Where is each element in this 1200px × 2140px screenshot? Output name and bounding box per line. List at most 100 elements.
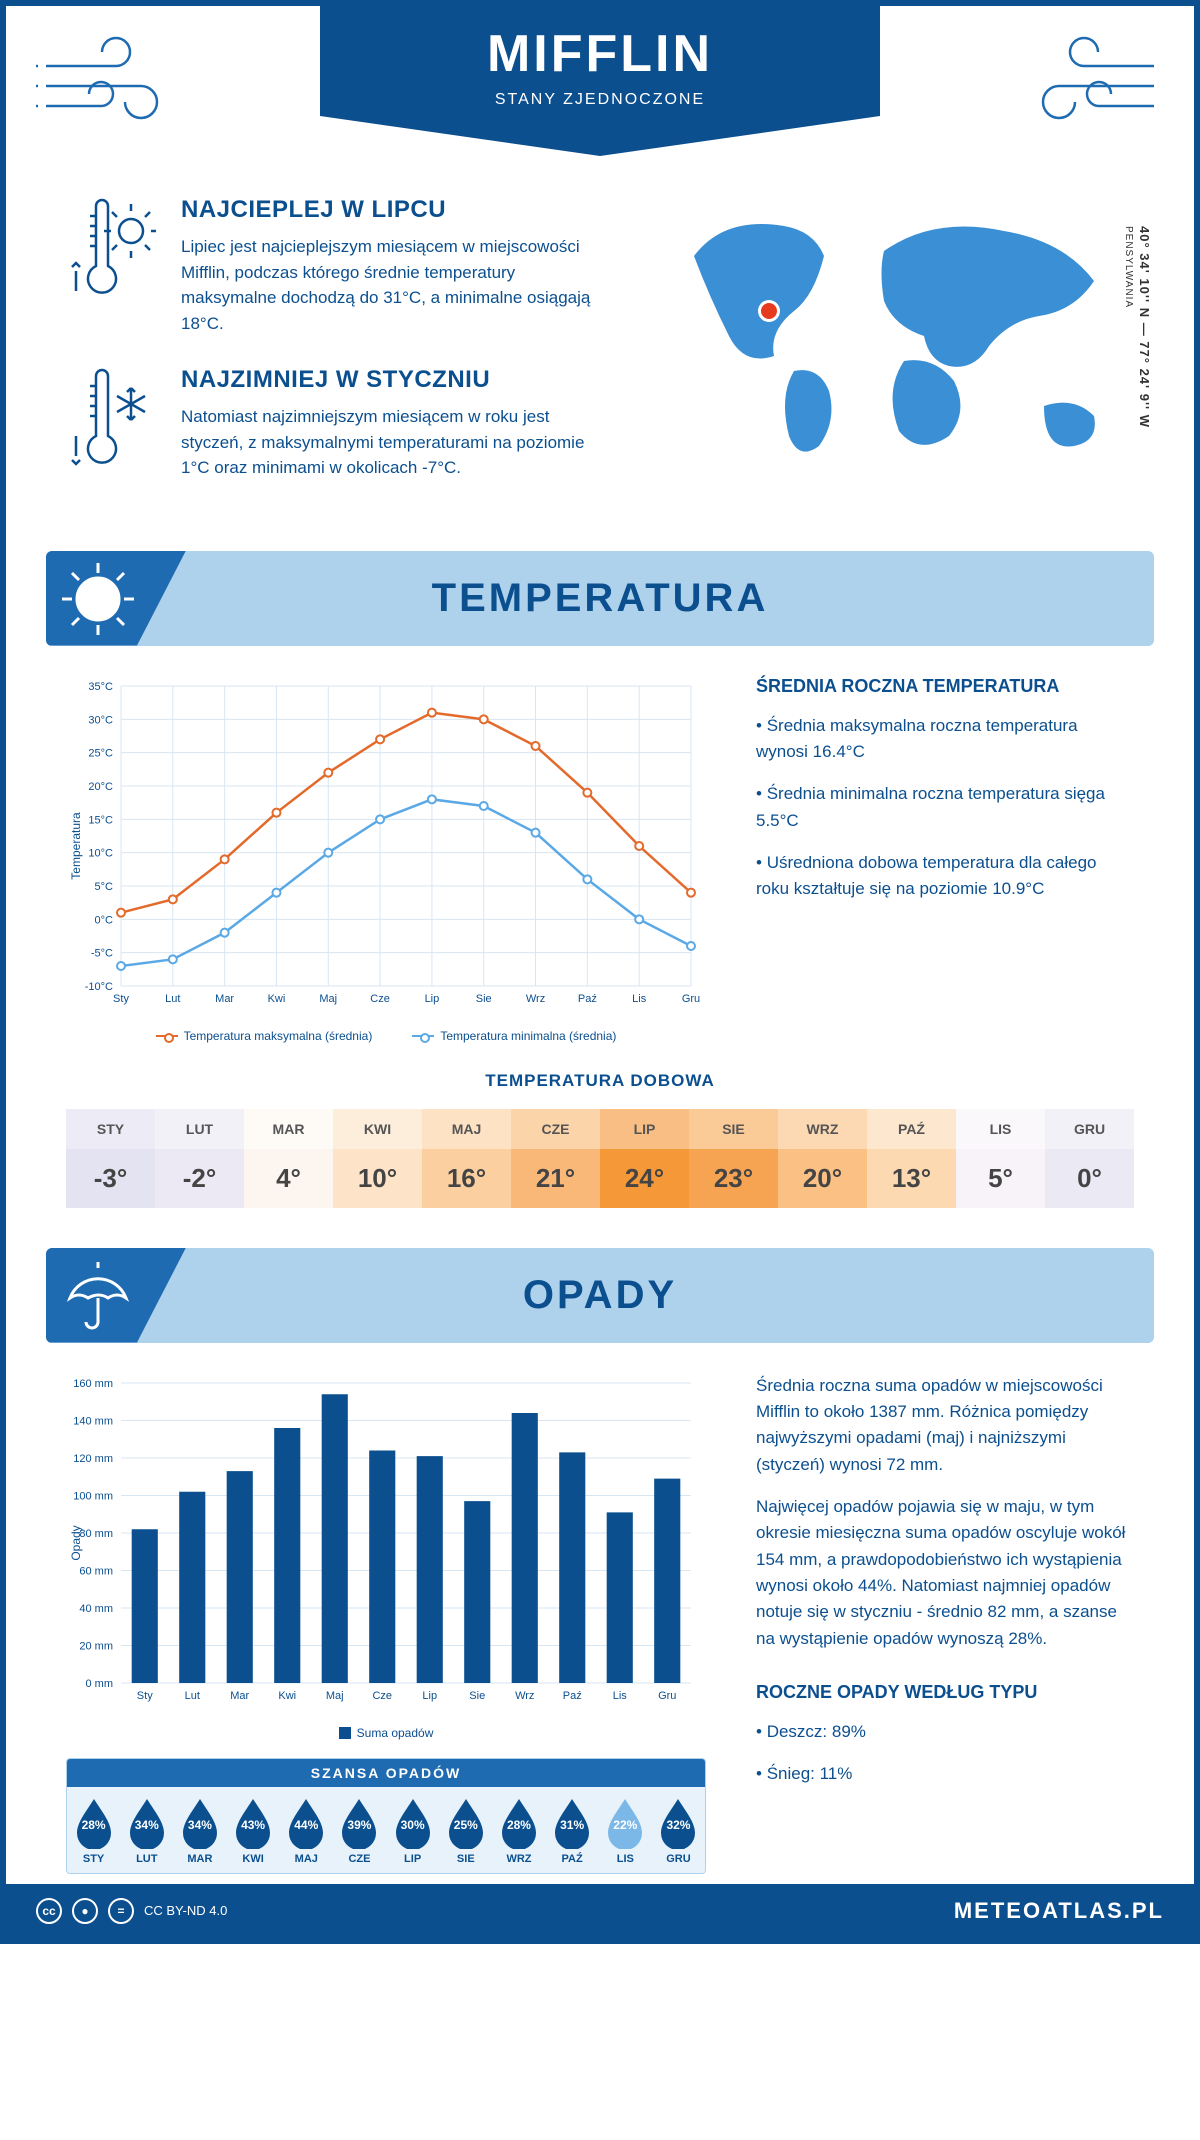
precip-chart-row: 0 mm20 mm40 mm60 mm80 mm100 mm120 mm140 … xyxy=(6,1373,1194,1884)
license-text: CC BY-ND 4.0 xyxy=(144,1903,227,1918)
svg-text:20°C: 20°C xyxy=(88,781,113,793)
svg-text:Maj: Maj xyxy=(326,1690,344,1702)
svg-text:80 mm: 80 mm xyxy=(79,1528,113,1540)
svg-text:Lis: Lis xyxy=(632,993,647,1005)
daily-temp-cell: WRZ20° xyxy=(778,1109,867,1208)
page-title: MIFFLIN xyxy=(6,24,1194,84)
daily-temp-cell: STY-3° xyxy=(66,1109,155,1208)
svg-text:20 mm: 20 mm xyxy=(79,1640,113,1652)
temperature-summary: ŚREDNIA ROCZNA TEMPERATURA Średnia maksy… xyxy=(756,676,1134,1043)
map-coords: 40° 34' 10'' N — 77° 24' 9'' W xyxy=(1137,226,1152,428)
chance-title: SZANSA OPADÓW xyxy=(67,1759,705,1787)
chance-panel: SZANSA OPADÓW 28%STY34%LUT34%MAR43%KWI44… xyxy=(66,1758,706,1874)
fact-coldest: NAJZIMNIEJ W STYCZNIU Natomiast najzimni… xyxy=(66,366,614,481)
precip-bar-chart: 0 mm20 mm40 mm60 mm80 mm100 mm120 mm140 … xyxy=(66,1373,706,1713)
svg-text:5°C: 5°C xyxy=(95,881,114,893)
temperature-summary-heading: ŚREDNIA ROCZNA TEMPERATURA xyxy=(756,676,1134,697)
svg-text:Wrz: Wrz xyxy=(526,993,545,1005)
license: cc ● = CC BY-ND 4.0 xyxy=(36,1898,227,1924)
svg-text:60 mm: 60 mm xyxy=(79,1565,113,1577)
temperature-chart-row: -10°C-5°C0°C5°C10°C15°C20°C25°C30°C35°CS… xyxy=(6,676,1194,1053)
footer: cc ● = CC BY-ND 4.0 METEOATLAS.PL xyxy=(6,1884,1194,1938)
svg-text:Paź: Paź xyxy=(578,993,597,1005)
svg-text:Lut: Lut xyxy=(185,1690,200,1702)
svg-text:Lip: Lip xyxy=(422,1690,437,1702)
world-map-icon xyxy=(654,196,1134,476)
precip-summary-p1: Średnia roczna suma opadów w miejscowośc… xyxy=(756,1373,1134,1478)
svg-text:Wrz: Wrz xyxy=(515,1690,534,1702)
daily-temp-cell: LIS5° xyxy=(956,1109,1045,1208)
temperature-bullet: Uśredniona dobowa temperatura dla całego… xyxy=(756,850,1134,903)
svg-text:-10°C: -10°C xyxy=(85,981,113,993)
daily-temp-cell: GRU0° xyxy=(1045,1109,1134,1208)
daily-temp-cell: MAR4° xyxy=(244,1109,333,1208)
chance-cell: 34%MAR xyxy=(173,1787,226,1873)
precip-type-item: Śnieg: 11% xyxy=(756,1761,1134,1787)
chance-cell: 44%MAJ xyxy=(280,1787,333,1873)
temperature-line-chart: -10°C-5°C0°C5°C10°C15°C20°C25°C30°C35°CS… xyxy=(66,676,706,1016)
svg-text:Gru: Gru xyxy=(658,1690,676,1702)
fact-hot-text: Lipiec jest najcieplejszym miesiącem w m… xyxy=(181,234,601,336)
world-map-panel: PENSYLWANIA 40° 34' 10'' N — 77° 24' 9''… xyxy=(654,196,1134,511)
fact-hot-title: NAJCIEPLEJ W LIPCU xyxy=(181,196,601,224)
by-icon: ● xyxy=(72,1898,98,1924)
header: MIFFLIN STANY ZJEDNOCZONE xyxy=(6,6,1194,176)
chance-cell: 30%LIP xyxy=(386,1787,439,1873)
section-title-temperature: TEMPERATURA xyxy=(432,576,769,621)
svg-text:40 mm: 40 mm xyxy=(79,1603,113,1615)
sun-icon xyxy=(58,559,138,639)
svg-text:Lis: Lis xyxy=(613,1690,628,1702)
nd-icon: = xyxy=(108,1898,134,1924)
chance-cell: 25%SIE xyxy=(439,1787,492,1873)
daily-temp-cell: PAŹ13° xyxy=(867,1109,956,1208)
svg-text:Kwi: Kwi xyxy=(268,993,286,1005)
chance-cell: 28%WRZ xyxy=(492,1787,545,1873)
precip-summary: Średnia roczna suma opadów w miejscowośc… xyxy=(756,1373,1134,1874)
svg-text:Sie: Sie xyxy=(476,993,492,1005)
svg-text:Sty: Sty xyxy=(113,993,129,1005)
section-bar-precip: OPADY xyxy=(46,1248,1154,1343)
section-title-precip: OPADY xyxy=(523,1273,677,1318)
page: MIFFLIN STANY ZJEDNOCZONE xyxy=(0,0,1200,1944)
svg-text:Lut: Lut xyxy=(165,993,180,1005)
precip-summary-p2: Najwięcej opadów pojawia się w maju, w t… xyxy=(756,1494,1134,1652)
daily-temp-cell: LIP24° xyxy=(600,1109,689,1208)
chance-cell: 39%CZE xyxy=(333,1787,386,1873)
chance-cell: 34%LUT xyxy=(120,1787,173,1873)
svg-text:0 mm: 0 mm xyxy=(86,1678,114,1690)
svg-text:Cze: Cze xyxy=(370,993,390,1005)
svg-text:Lip: Lip xyxy=(425,993,440,1005)
umbrella-icon xyxy=(58,1256,138,1336)
svg-text:Kwi: Kwi xyxy=(278,1690,296,1702)
chance-cell: 28%STY xyxy=(67,1787,120,1873)
svg-text:Paź: Paź xyxy=(563,1690,582,1702)
svg-text:Maj: Maj xyxy=(319,993,337,1005)
svg-text:Mar: Mar xyxy=(230,1690,249,1702)
daily-temp-cell: KWI10° xyxy=(333,1109,422,1208)
svg-text:160 mm: 160 mm xyxy=(73,1378,113,1390)
svg-text:30°C: 30°C xyxy=(88,714,113,726)
svg-text:Gru: Gru xyxy=(682,993,700,1005)
svg-text:0°C: 0°C xyxy=(95,914,114,926)
thermometer-cold-icon xyxy=(66,366,156,476)
temperature-bullet: Średnia minimalna roczna temperatura się… xyxy=(756,781,1134,834)
title-banner: MIFFLIN STANY ZJEDNOCZONE xyxy=(320,6,880,161)
page-subtitle: STANY ZJEDNOCZONE xyxy=(6,91,1194,109)
daily-temp-cell: SIE23° xyxy=(689,1109,778,1208)
svg-text:15°C: 15°C xyxy=(88,814,113,826)
brand: METEOATLAS.PL xyxy=(954,1898,1164,1924)
cc-icon: cc xyxy=(36,1898,62,1924)
svg-text:25°C: 25°C xyxy=(88,747,113,759)
svg-text:120 mm: 120 mm xyxy=(73,1453,113,1465)
svg-text:Sty: Sty xyxy=(137,1690,153,1702)
precip-legend: Suma opadów xyxy=(66,1726,706,1740)
intro-section: NAJCIEPLEJ W LIPCU Lipiec jest najcieple… xyxy=(6,176,1194,541)
fact-cold-title: NAJZIMNIEJ W STYCZNIU xyxy=(181,366,601,394)
svg-text:Opady: Opady xyxy=(69,1525,83,1560)
daily-temp-title: TEMPERATURA DOBOWA xyxy=(6,1071,1194,1091)
chance-cell: 31%PAŹ xyxy=(546,1787,599,1873)
chance-cell: 43%KWI xyxy=(227,1787,280,1873)
chance-cell: 32%GRU xyxy=(652,1787,705,1873)
svg-text:100 mm: 100 mm xyxy=(73,1490,113,1502)
daily-temp-cell: LUT-2° xyxy=(155,1109,244,1208)
